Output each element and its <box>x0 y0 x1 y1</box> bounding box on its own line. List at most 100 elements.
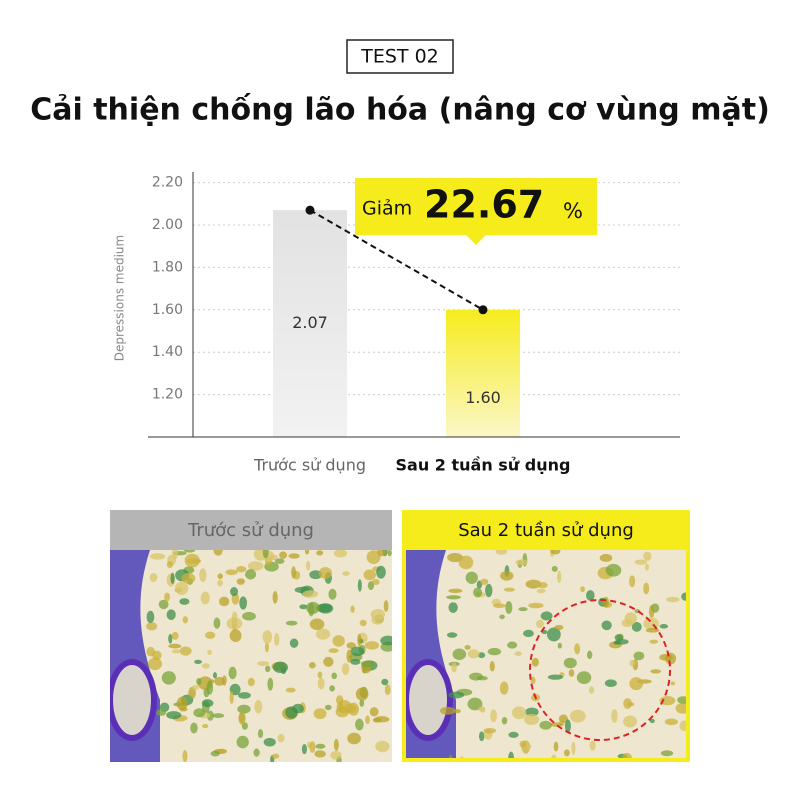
skin-spot <box>148 657 163 671</box>
skin-spot <box>360 660 376 668</box>
skin-spot <box>623 698 632 709</box>
skin-spot <box>179 598 190 605</box>
skin-spot <box>551 754 557 758</box>
skin-spot <box>670 681 676 686</box>
skin-spot <box>525 707 539 717</box>
skin-spot <box>546 627 561 642</box>
skin-spot <box>611 709 618 723</box>
bar <box>446 309 520 437</box>
annotation-pointer <box>466 235 486 245</box>
skin-spot <box>440 706 456 715</box>
title: Cải thiện chống lão hóa (nâng cơ vùng mặ… <box>30 93 770 128</box>
after-header <box>402 510 690 550</box>
skin-spot <box>536 619 544 629</box>
skin-spot <box>467 649 480 659</box>
skin-spot <box>530 676 536 685</box>
skin-spot <box>659 695 676 706</box>
skin-spot <box>164 592 171 602</box>
skin-spot <box>679 720 686 732</box>
skin-spot <box>355 687 369 701</box>
skin-spot <box>324 704 332 711</box>
skin-spot <box>279 551 288 559</box>
skin-spot <box>547 674 564 680</box>
skin-spot <box>649 604 655 618</box>
y-axis-label: Depressions medium <box>113 235 127 361</box>
skin-spot <box>182 616 188 624</box>
skin-spot <box>355 718 364 731</box>
skin-spot <box>381 678 389 686</box>
skin-spot <box>528 602 544 609</box>
skin-spot <box>563 657 577 669</box>
skin-spot <box>387 550 392 557</box>
x-tick-label: Sau 2 tuần sử dụng <box>396 456 571 475</box>
skin-spot <box>659 624 669 629</box>
skin-spot <box>660 750 674 757</box>
skin-spot <box>289 638 299 648</box>
skin-spot <box>521 740 531 754</box>
skin-spot <box>299 604 308 610</box>
marker <box>478 305 488 315</box>
skin-spot <box>500 571 514 581</box>
skin-spot <box>217 579 223 587</box>
y-tick-label: 2.00 <box>152 217 183 233</box>
marker <box>305 205 315 215</box>
skin-spot <box>681 592 686 601</box>
skin-spot <box>166 609 176 621</box>
skin-spot <box>308 662 316 669</box>
skin-spot <box>599 553 613 562</box>
skin-spot <box>238 692 251 699</box>
skin-spot <box>257 661 270 667</box>
before-image <box>110 550 392 762</box>
skin-spot <box>205 631 216 639</box>
before-header <box>110 510 392 550</box>
skin-spot <box>245 569 257 580</box>
skin-spot <box>605 563 622 577</box>
skin-spot <box>304 550 310 555</box>
skin-spot <box>315 628 331 640</box>
skin-spot <box>274 632 280 646</box>
skin-spot <box>446 632 458 638</box>
skin-spot <box>446 595 462 600</box>
skin-spot <box>452 648 467 660</box>
skin-spot <box>342 571 350 576</box>
skin-spot <box>206 680 214 695</box>
skin-spot <box>229 691 234 705</box>
skin-spot <box>501 716 508 725</box>
skin-spot <box>377 550 387 557</box>
skin-spot <box>359 619 367 627</box>
skin-spot <box>207 649 212 656</box>
skin-edge <box>406 659 453 741</box>
skin-spot <box>477 652 486 659</box>
skin-spot <box>328 648 339 654</box>
skin-spot <box>332 635 345 647</box>
skin-spot <box>557 642 562 649</box>
skin-spot <box>225 569 238 576</box>
skin-spot <box>171 649 181 654</box>
skin-spot <box>313 708 327 720</box>
skin-spot <box>623 715 638 728</box>
after-image <box>406 550 686 758</box>
skin-spot <box>236 565 247 573</box>
skin-spot <box>380 635 392 646</box>
skin-spot <box>161 671 176 685</box>
skin-spot <box>183 550 196 553</box>
skin-spot <box>182 750 188 762</box>
skin-spot <box>631 622 642 632</box>
skin-spot <box>580 586 585 593</box>
skin-spot <box>467 697 483 711</box>
skin-spot <box>453 709 461 714</box>
skin-spot <box>507 641 518 649</box>
skin-spot <box>563 749 570 757</box>
skin-spot <box>483 728 497 734</box>
skin-spot <box>196 677 202 686</box>
skin-spot <box>346 642 356 649</box>
badge-box <box>346 39 454 74</box>
skin-spot <box>499 614 505 620</box>
skin-spot <box>514 651 522 656</box>
skin-spot <box>489 661 495 672</box>
skin-spot <box>201 663 210 669</box>
skin-spot <box>191 684 200 691</box>
skin-spot <box>338 700 344 712</box>
skin-spot <box>247 561 264 571</box>
plot: 1.20 1.40 1.60 1.80 2.00 2.20 2.07 Trước sử dụn… <box>148 172 680 475</box>
